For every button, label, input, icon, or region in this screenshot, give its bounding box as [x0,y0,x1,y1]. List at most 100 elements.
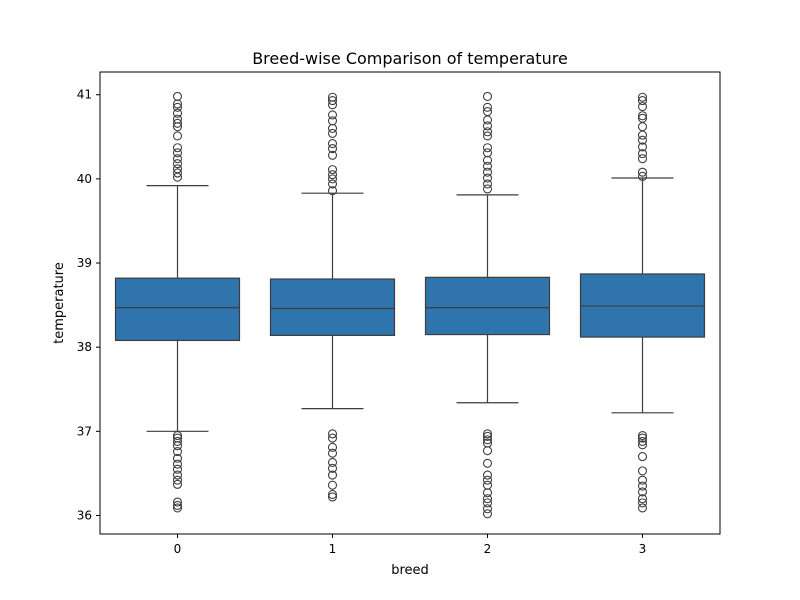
outlier-point [172,475,183,485]
outlier-point [327,442,338,452]
outlier-point [637,96,648,106]
outlier-point [637,498,648,508]
outlier-point [172,430,183,441]
box-group-breed-1 [269,92,396,502]
x-tick-label: 2 [484,542,492,556]
outlier-point [482,509,493,519]
outlier-point [482,498,493,508]
outlier-point [637,149,648,159]
outlier-point [637,101,648,112]
outlier-point [172,470,183,480]
outlier-point [482,438,493,448]
outlier-point [637,481,648,491]
box-group-breed-2 [424,91,551,519]
outlier-point [482,446,493,456]
iqr-box [269,278,396,336]
outlier-point [482,475,493,485]
outlier-point [482,184,493,194]
outlier-point [637,436,648,446]
outlier-point [327,96,338,106]
outlier-point [172,446,183,457]
outlier-point [482,127,493,137]
box-group-breed-3 [579,92,706,513]
outlier-point [482,102,493,112]
iqr-box [424,276,551,336]
outlier-point [172,91,183,101]
outlier-point [482,480,493,490]
outlier-point [327,457,338,468]
outlier-point [327,480,338,490]
outlier-point [327,165,338,175]
outlier-point [637,440,648,450]
x-tick-label: 1 [329,542,337,556]
outlier-point [327,470,338,480]
outlier-point [637,135,648,145]
outlier-point [172,154,183,164]
iqr-box [114,277,241,342]
outlier-point [637,122,648,132]
outlier-point [172,459,183,469]
outlier-point [482,167,493,177]
outlier-point [172,500,183,510]
box-group-breed-0 [114,91,241,513]
outlier-point [327,492,338,502]
outlier-point [327,174,338,184]
outlier-point [327,138,338,149]
outlier-point [327,429,338,439]
outlier-point [482,161,493,171]
outlier-point [637,494,648,504]
outlier-point [482,155,493,165]
outlier-point [327,179,338,189]
outlier-point [327,150,338,160]
outlier-point [637,503,648,513]
outlier-point [172,479,183,489]
outlier-point [172,436,183,446]
outlier-point [327,128,338,138]
outlier-point [482,121,493,131]
outlier-point [172,148,183,158]
y-tick-label: 38 [77,340,92,354]
outlier-point [637,475,648,485]
outlier-point [482,458,493,468]
outlier-point [637,130,648,140]
outlier-point [637,487,648,497]
outlier-point [172,159,183,169]
outlier-point [327,433,338,443]
outlier-point [327,116,338,126]
outlier-point [172,118,183,128]
outlier-point [172,143,183,153]
y-tick-label: 39 [77,256,92,270]
outlier-point [637,167,648,177]
outlier-point [637,154,648,164]
outlier-point [172,503,183,513]
outlier-point [172,168,183,178]
y-tick-label: 37 [77,424,92,438]
outlier-point [327,123,338,133]
outlier-point [637,433,648,443]
outlier-point [482,143,493,153]
y-tick-label: 41 [77,88,92,102]
outlier-point [327,144,338,154]
y-tick-label: 40 [77,172,92,186]
plot-frame [99,71,721,535]
outlier-point [482,435,493,445]
outlier-point [172,131,183,141]
outlier-point [482,429,493,439]
outlier-point [482,179,493,189]
outlier-point [327,170,338,180]
outlier-point [637,111,648,121]
outlier-point [637,466,648,476]
outlier-point [172,102,183,112]
outlier-point [172,453,183,463]
x-tick-label: 0 [174,542,182,556]
outlier-point [172,464,183,474]
outlier-point [172,164,183,174]
outlier-point [637,113,648,123]
outlier-point [637,142,648,152]
outlier-point [327,448,338,458]
outlier-point [482,148,493,158]
outlier-point [482,131,493,141]
outlier-point [327,463,338,473]
outlier-point [172,497,183,507]
